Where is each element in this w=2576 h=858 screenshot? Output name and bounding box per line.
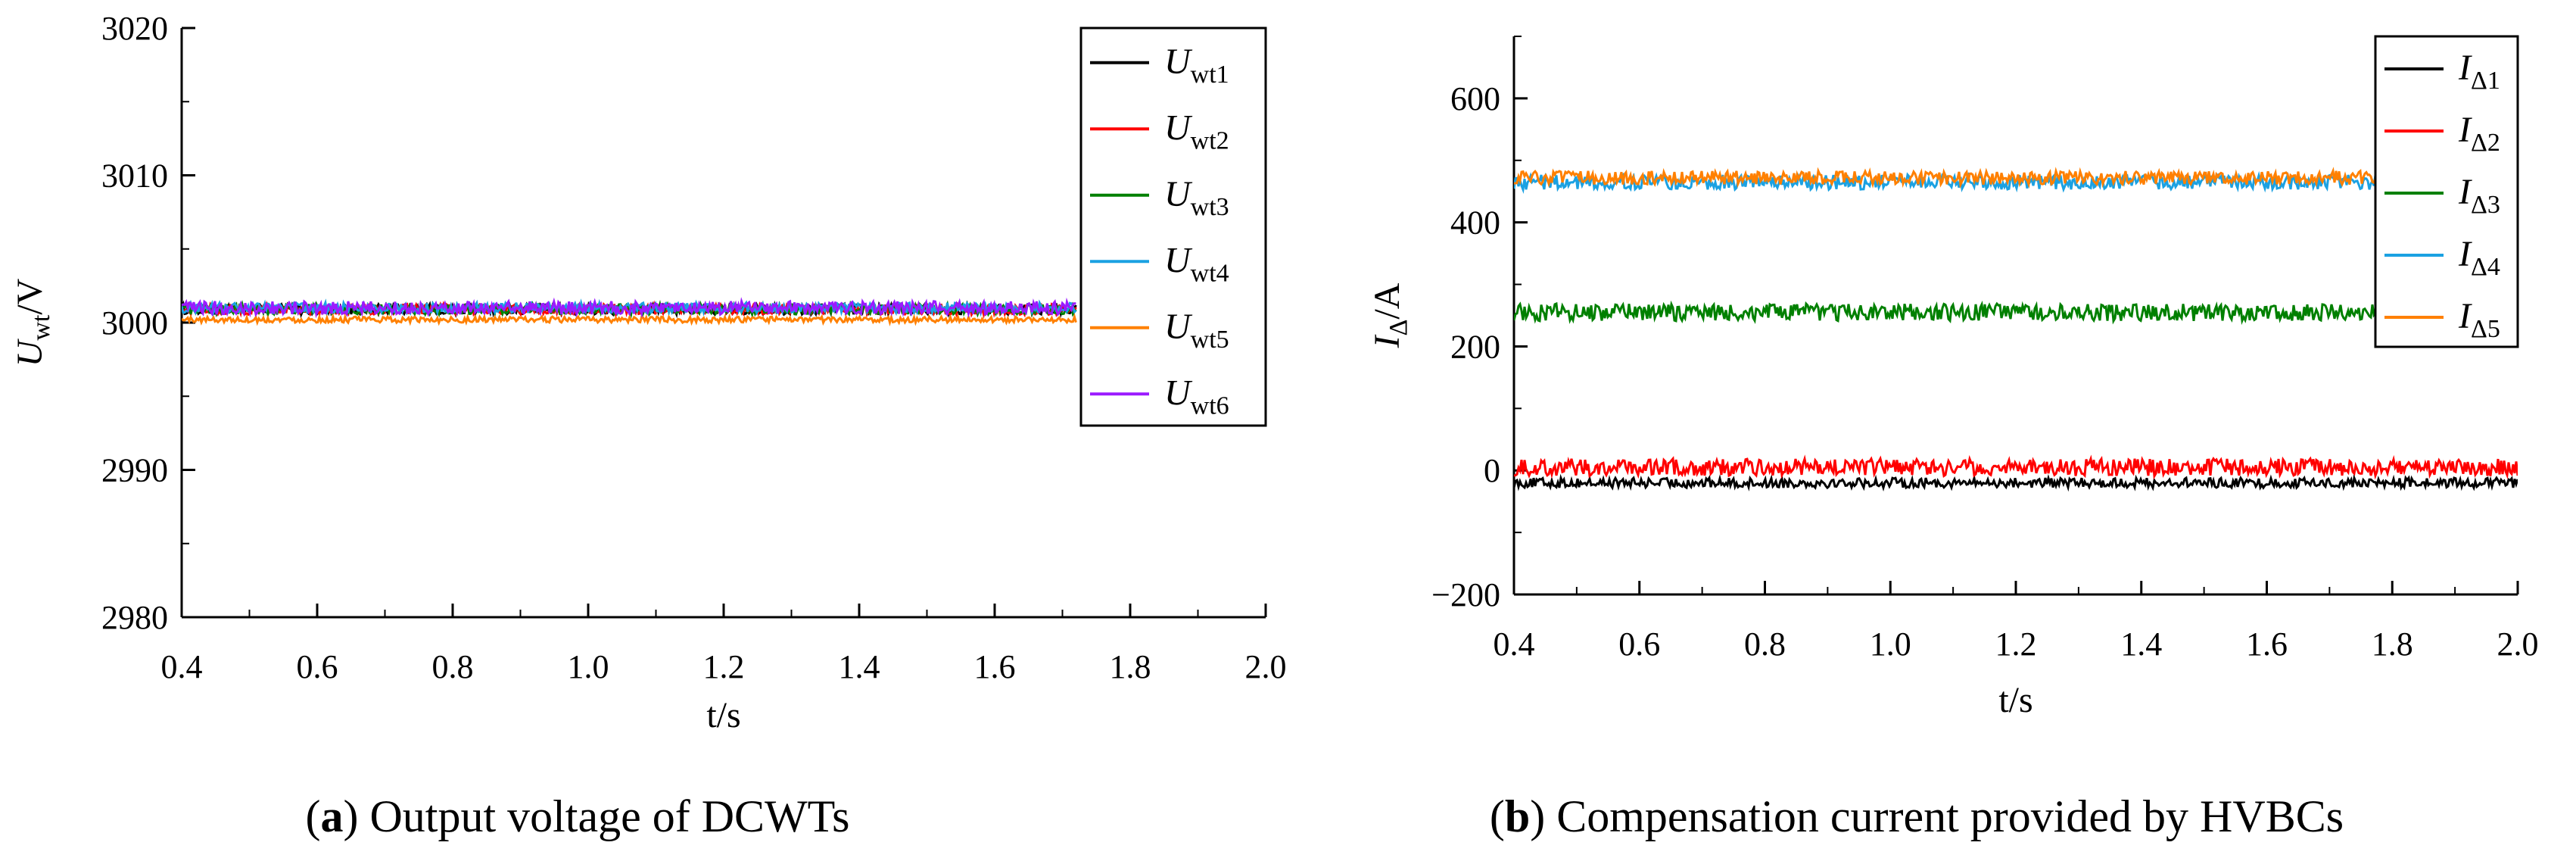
x-tick-label: 1.0	[1870, 626, 1911, 663]
legend: Uwt1 Uwt2 Uwt3 Uwt4 Uwt5 Uwt6	[1079, 27, 1267, 427]
legend-label-wt3: Uwt3	[1164, 174, 1229, 221]
x-tick-label: 0.4	[1494, 626, 1535, 663]
y-tick-label: −200	[1431, 576, 1500, 613]
legend-label-Δ2: IΔ2	[2458, 110, 2500, 157]
series-line-Δ2	[1514, 454, 2518, 480]
x-tick-label: 0.8	[1744, 626, 1786, 663]
caption-b: (b) Compensation current provided by HVB…	[1490, 791, 2344, 841]
series-line-wt5	[182, 313, 1077, 327]
y-tick-label: 3010	[101, 158, 168, 195]
x-tick-label: 1.4	[2120, 626, 2162, 663]
series-line-wt6	[182, 297, 1076, 319]
x-tick-label: 1.6	[2246, 626, 2288, 663]
y-tick-label: 3000	[101, 304, 168, 342]
legend-label-wt2: Uwt2	[1164, 108, 1229, 154]
x-tick-label: 1.2	[703, 648, 745, 685]
x-tick-label: 0.6	[297, 648, 338, 685]
panel-b-compensation-current: 0.4 0.6 0.8 1.0 1.2 1.4 1.6 1.8 2.0 −200 0 200 400 60…	[1367, 35, 2539, 720]
legend-label-Δ1: IΔ1	[2458, 48, 2500, 95]
caption-a: (a) Output voltage of DCWTs	[305, 791, 849, 841]
y-axis-title: IΔ/A	[1367, 282, 1413, 348]
y-tick-label: 3020	[101, 10, 168, 47]
x-axis-title: t/s	[706, 695, 740, 735]
y-axis-title: Uwt/V	[10, 278, 55, 367]
panel-a-output-voltage: 0.4 0.6 0.8 1.0 1.2 1.4 1.6 1.8 2.0 2980 2990 3000 3…	[10, 10, 1287, 735]
x-tick-label: 0.4	[161, 648, 203, 685]
legend-label-Δ3: IΔ3	[2458, 172, 2500, 219]
x-tick-label: 1.0	[568, 648, 609, 685]
y-tick-label: 2990	[101, 452, 168, 489]
x-tick-label: 0.6	[1618, 626, 1660, 663]
legend-box	[1079, 27, 1267, 427]
legend-label-wt1: Uwt1	[1164, 42, 1229, 89]
legend-label-Δ4: IΔ4	[2458, 234, 2500, 281]
x-tick-label: 2.0	[2497, 626, 2539, 663]
legend-label-wt4: Uwt4	[1164, 240, 1229, 287]
x-tick-label: 1.6	[974, 648, 1016, 685]
x-tick-label: 0.8	[432, 648, 474, 685]
x-tick-label: 2.0	[1245, 648, 1287, 685]
series-line-Δ5	[1514, 167, 2518, 189]
x-tick-label: 1.2	[1995, 626, 2037, 663]
legend-label-Δ5: IΔ5	[2458, 296, 2500, 343]
y-tick-label: 200	[1450, 328, 1500, 365]
y-tick-label: 600	[1450, 80, 1500, 117]
legend: IΔ1 IΔ2 IΔ3 IΔ4 IΔ5	[2374, 35, 2519, 348]
series-line-Δ3	[1514, 300, 2518, 326]
y-tick-label: 400	[1450, 204, 1500, 242]
y-tick-label: 2980	[101, 599, 168, 636]
captions: (a) Output voltage of DCWTs (b) Compensa…	[305, 791, 2344, 841]
y-tick-label: 0	[1484, 452, 1500, 489]
series-line-Δ1	[1514, 473, 2518, 492]
x-axis-title: t/s	[1998, 680, 2032, 720]
legend-label-wt6: Uwt6	[1164, 373, 1229, 420]
x-tick-label: 1.8	[1110, 648, 1151, 685]
legend-label-wt5: Uwt5	[1164, 307, 1229, 354]
x-tick-label: 1.4	[839, 648, 880, 685]
x-tick-label: 1.8	[2372, 626, 2413, 663]
